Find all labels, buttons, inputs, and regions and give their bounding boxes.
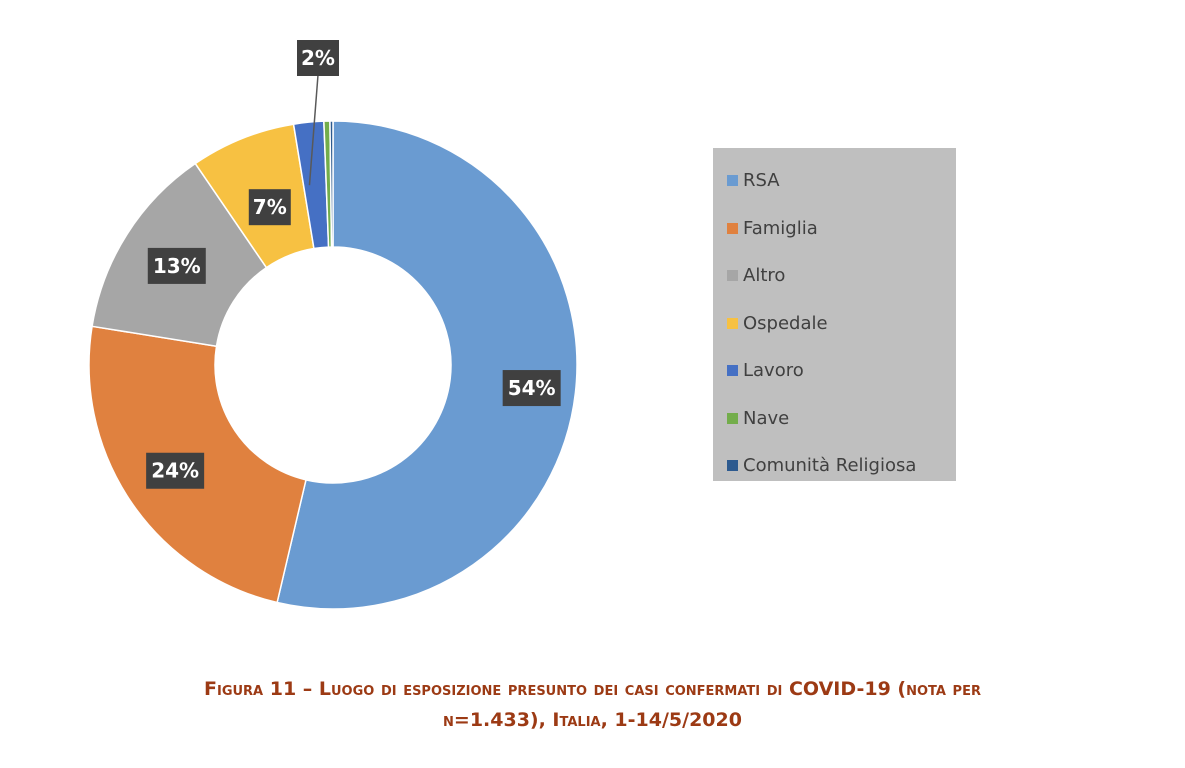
data-label-box: [147, 247, 206, 284]
leader-line-lavoro: [308, 74, 319, 186]
slice-rsa: [276, 120, 578, 610]
data-label-rsa: 54%: [502, 370, 561, 407]
legend-item-ospedale: Ospedale: [727, 300, 956, 348]
legend-item-comunita-religiosa: Comunità Religiosa: [727, 442, 956, 490]
legend-label: Famiglia: [743, 217, 818, 239]
data-label-text: 54%: [508, 376, 556, 400]
legend-label: Altro: [743, 265, 786, 287]
legend-label: Comunità Religiosa: [743, 455, 917, 477]
data-label-ospedale: 7%: [248, 189, 291, 226]
data-label-box: [502, 370, 561, 407]
legend-label: Nave: [743, 407, 790, 429]
data-label-text: 13%: [153, 254, 201, 278]
data-label-text: 2%: [301, 46, 335, 70]
legend-swatch: [727, 222, 738, 234]
legend-item-altro: Altro: [727, 252, 956, 300]
data-label-text: 24%: [151, 459, 199, 483]
caption-line-1: Figura 11 – Luogo di esposizione presunt…: [204, 678, 981, 700]
legend-swatch: [727, 412, 738, 424]
data-label-box: [146, 452, 205, 489]
legend-item-famiglia: Famiglia: [727, 205, 956, 253]
chart-legend: RSA Famiglia Altro Ospedale Lavoro Nave Comuni…: [713, 148, 956, 481]
data-label-box: [297, 40, 339, 76]
data-label-box: [248, 189, 291, 226]
legend-swatch: [727, 270, 738, 282]
slice-comunita-religiosa: [329, 120, 334, 248]
legend-swatch: [727, 175, 738, 187]
legend-label: Ospedale: [743, 312, 828, 334]
legend-label: RSA: [743, 170, 780, 192]
legend-swatch: [727, 317, 738, 329]
legend-swatch: [727, 460, 738, 472]
donut-chart: 54% 24% 13% 7% 2%: [88, 40, 578, 610]
data-label-lavoro: 2%: [297, 40, 339, 76]
legend-item-rsa: RSA: [727, 157, 956, 205]
legend-swatch: [727, 365, 738, 377]
legend-item-nave: Nave: [727, 395, 956, 443]
caption-line-2: n=1.433), Italia, 1-14/5/2020: [443, 709, 742, 731]
legend-item-lavoro: Lavoro: [727, 347, 956, 395]
legend-label: Lavoro: [743, 360, 804, 382]
data-label-altro: 13%: [147, 247, 206, 284]
data-label-famiglia: 24%: [146, 452, 205, 489]
data-label-text: 7%: [253, 195, 287, 219]
figure-caption: Figura 11 – Luogo di esposizione presunt…: [0, 674, 1185, 736]
